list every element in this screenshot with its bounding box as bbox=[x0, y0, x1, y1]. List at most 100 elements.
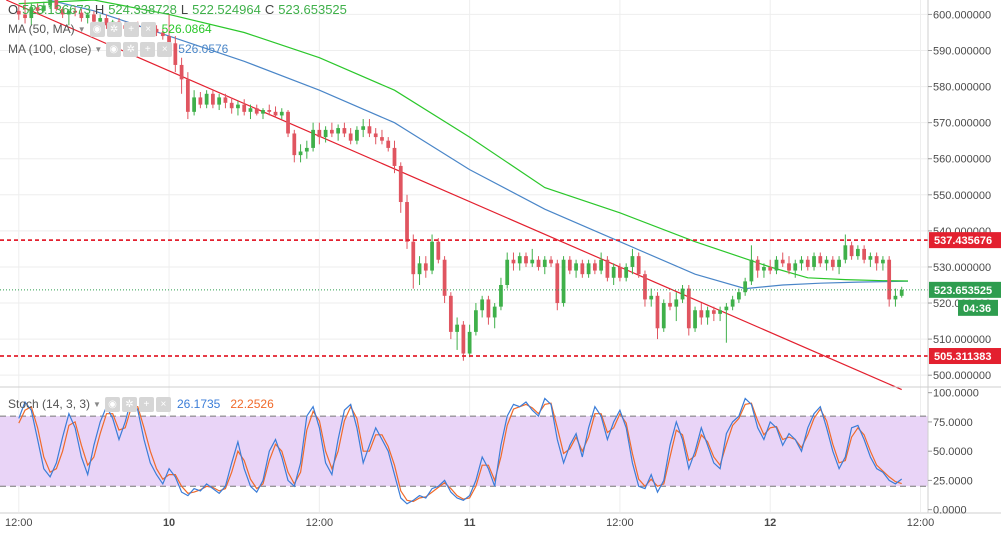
candle-body bbox=[448, 295, 453, 332]
open-label: O bbox=[8, 1, 19, 17]
candle-body bbox=[223, 97, 228, 103]
price-tick-label: 590.000000 bbox=[933, 46, 991, 58]
ma100-dropdown-icon[interactable]: ▼ bbox=[94, 44, 103, 54]
candle-body bbox=[830, 259, 835, 267]
candle-body bbox=[743, 281, 748, 293]
ma50-value: 526.0864 bbox=[161, 22, 212, 36]
close-icon[interactable]: × bbox=[155, 396, 171, 412]
candle-body bbox=[649, 295, 654, 300]
price-tick-label: 510.000000 bbox=[933, 334, 991, 346]
candle-body bbox=[198, 97, 203, 105]
horizontal-lines[interactable] bbox=[0, 239, 928, 357]
candle-body bbox=[868, 256, 873, 260]
ma100-legend[interactable]: MA (100, close) ▼ ◉ ✲ + × 526.0576 bbox=[8, 41, 228, 57]
candle-body bbox=[643, 274, 647, 300]
candle-body bbox=[467, 331, 472, 354]
eye-icon[interactable]: ◉ bbox=[104, 396, 120, 412]
candle-body bbox=[699, 310, 704, 318]
add-icon[interactable]: + bbox=[123, 21, 139, 37]
ma50-controls: ◉ ✲ + × bbox=[89, 21, 156, 37]
candle-body bbox=[92, 14, 96, 22]
candle-body bbox=[574, 263, 578, 271]
candle-body bbox=[411, 241, 416, 275]
settings-icon[interactable]: ✲ bbox=[123, 41, 139, 57]
close-icon[interactable]: × bbox=[157, 41, 173, 57]
candle-body bbox=[730, 299, 735, 307]
price-tick-label: 600.000000 bbox=[933, 9, 991, 21]
candle-body bbox=[192, 97, 196, 112]
candle-body bbox=[167, 36, 171, 44]
candle-body bbox=[54, 0, 59, 10]
ma50-legend[interactable]: MA (50, MA) ▼ ◉ ✲ + × 526.0864 bbox=[8, 21, 212, 37]
time-tick-label: 12 bbox=[764, 517, 776, 529]
candle-body bbox=[718, 310, 722, 314]
candle-body bbox=[799, 259, 804, 264]
time-tick-label: 10 bbox=[163, 517, 175, 529]
price-tick-label: 560.000000 bbox=[933, 154, 991, 166]
candle-body bbox=[173, 43, 178, 65]
settings-icon[interactable]: ✲ bbox=[121, 396, 137, 412]
eye-icon[interactable]: ◉ bbox=[89, 21, 105, 37]
price-label-bg bbox=[929, 348, 1001, 365]
stoch-d-value: 22.2526 bbox=[230, 397, 274, 411]
candle-body bbox=[524, 256, 528, 264]
stoch-tick-label: 100.0000 bbox=[933, 388, 979, 400]
candle-body bbox=[405, 202, 409, 242]
candle-body bbox=[73, 10, 78, 13]
candle-body bbox=[179, 64, 184, 80]
candle-body bbox=[536, 259, 541, 267]
countdown-text: 04:36 bbox=[963, 303, 991, 315]
open-value: 523.136673 bbox=[22, 1, 91, 17]
candle-body bbox=[436, 241, 441, 260]
price-tick-label: 550.000000 bbox=[933, 190, 991, 202]
candle-body bbox=[887, 259, 892, 300]
candle-body bbox=[16, 10, 21, 15]
candle-body bbox=[805, 259, 810, 267]
time-tick-label: 12:00 bbox=[306, 517, 334, 529]
ma50-dropdown-icon[interactable]: ▼ bbox=[77, 24, 86, 34]
stoch-tick-label: 50.0000 bbox=[933, 446, 973, 458]
low-value: 522.524964 bbox=[192, 1, 261, 17]
candle-body bbox=[586, 263, 591, 275]
candle-body bbox=[423, 263, 428, 271]
add-icon[interactable]: + bbox=[138, 396, 154, 412]
candle-body bbox=[618, 266, 622, 278]
stoch-dropdown-icon[interactable]: ▼ bbox=[93, 399, 101, 409]
candle-body bbox=[242, 104, 247, 112]
ma50-line bbox=[18, 0, 909, 282]
candle-body bbox=[23, 14, 27, 19]
candle-body bbox=[893, 295, 898, 300]
candle-body bbox=[824, 259, 829, 264]
candle-body bbox=[348, 133, 353, 141]
candle-body bbox=[737, 292, 741, 300]
ma100-line bbox=[46, 0, 909, 290]
settings-icon[interactable]: ✲ bbox=[106, 21, 122, 37]
eye-icon[interactable]: ◉ bbox=[106, 41, 122, 57]
candle-body bbox=[29, 7, 34, 19]
candle-body bbox=[787, 263, 791, 271]
stoch-lines bbox=[18, 396, 903, 505]
trendline[interactable] bbox=[6, 0, 902, 391]
candle-body bbox=[342, 128, 347, 134]
candle-body bbox=[530, 259, 535, 264]
price-tick-label: 530.000000 bbox=[933, 262, 991, 274]
add-icon[interactable]: + bbox=[140, 41, 156, 57]
candle-body bbox=[279, 111, 284, 116]
candle-body bbox=[661, 303, 666, 329]
candle-body bbox=[711, 310, 716, 314]
candle-body bbox=[774, 259, 779, 271]
candle-body bbox=[567, 259, 572, 271]
candle-body bbox=[592, 263, 597, 271]
candle-body bbox=[336, 128, 341, 134]
candle-body bbox=[67, 10, 71, 15]
candle-body bbox=[98, 18, 103, 22]
candle-body bbox=[505, 259, 510, 285]
candle-body bbox=[849, 245, 854, 257]
candle-body bbox=[517, 256, 522, 264]
stoch-controls: ◉ ✲ + × bbox=[104, 396, 171, 412]
candle-body bbox=[417, 263, 422, 275]
candle-body bbox=[442, 259, 447, 296]
stoch-legend[interactable]: Stoch (14, 3, 3) ▼ ◉ ✲ + × 26.1735 22.25… bbox=[8, 396, 274, 412]
close-icon[interactable]: × bbox=[140, 21, 156, 37]
